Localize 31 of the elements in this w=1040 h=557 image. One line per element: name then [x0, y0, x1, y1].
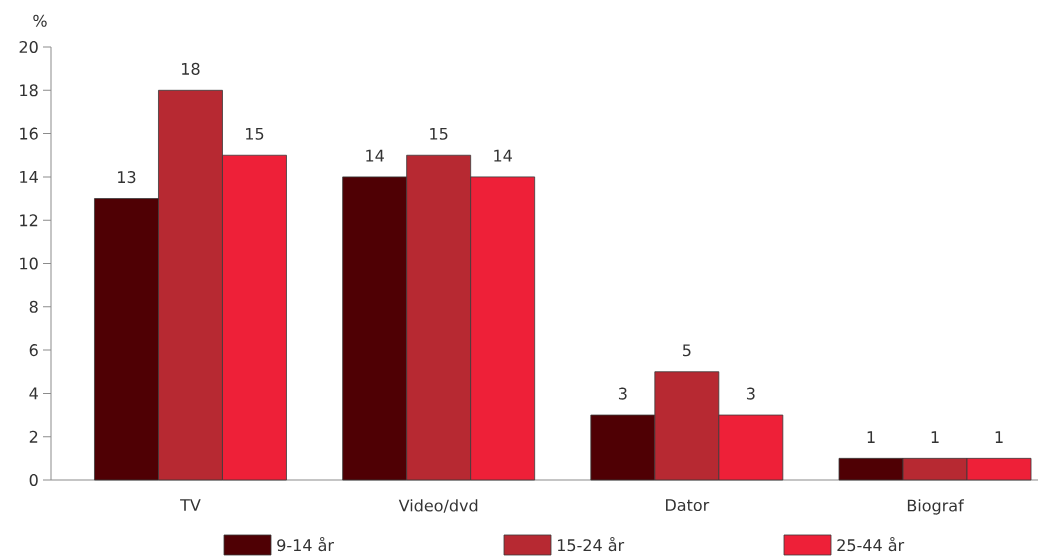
- legend-label: 15-24 år: [557, 536, 625, 552]
- data-label: 14: [366, 149, 384, 162]
- legend-label: 9-14 år: [277, 536, 334, 552]
- data-label: 18: [182, 62, 200, 75]
- y-tick-label: 8: [29, 300, 38, 313]
- data-label: 13: [118, 171, 136, 184]
- x-tick-label: Biograf: [907, 499, 965, 515]
- data-label: 3: [746, 387, 755, 400]
- y-tick-label: 4: [29, 387, 38, 400]
- x-tick-label: TV: [180, 499, 201, 511]
- y-tick-label: 0: [29, 473, 38, 487]
- y-tick-label: 18: [20, 84, 38, 97]
- y-tick-label: 20: [19, 40, 38, 54]
- data-label: 5: [682, 344, 691, 357]
- data-label: 15: [246, 127, 264, 140]
- y-tick-label: 16: [20, 127, 38, 140]
- x-tick-label: Video/dvd: [398, 499, 478, 513]
- y-tick-label: 6: [29, 344, 38, 357]
- data-label: 3: [618, 387, 627, 400]
- data-label: 1: [995, 431, 1003, 443]
- data-label: 1: [931, 431, 939, 443]
- x-tick-label: Dator: [666, 499, 710, 512]
- y-axis-title: %: [33, 14, 47, 27]
- legend-label: 25-44 år: [837, 536, 905, 552]
- y-tick-label: 14: [20, 171, 38, 183]
- data-label: 1: [867, 431, 875, 443]
- y-tick-label: 2: [29, 430, 38, 443]
- data-label: 14: [494, 149, 512, 162]
- y-tick-label: 12: [20, 214, 38, 227]
- data-label: 15: [430, 127, 448, 140]
- y-tick-label: 10: [20, 257, 38, 270]
